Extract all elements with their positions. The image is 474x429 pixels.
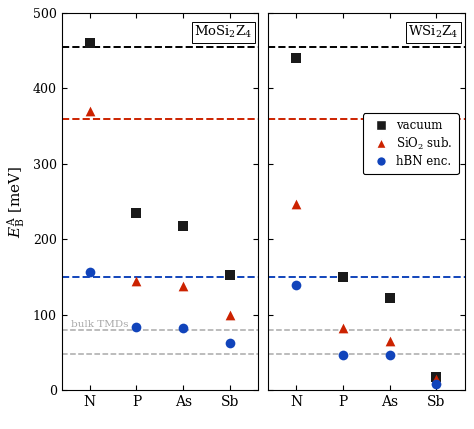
Text: MoSi$_2$Z$_4$: MoSi$_2$Z$_4$ [194,24,252,40]
Point [86,269,93,275]
Point [386,338,393,345]
Point [226,311,234,318]
Point [433,376,440,383]
Point [292,281,300,288]
Y-axis label: $E_\mathrm{B}^\mathrm{A}$ [meV]: $E_\mathrm{B}^\mathrm{A}$ [meV] [5,166,27,238]
Point [86,108,93,115]
Point [339,274,346,281]
Text: bulk TMDs: bulk TMDs [72,320,129,329]
Point [433,373,440,380]
Point [292,55,300,62]
Point [386,294,393,301]
Point [226,272,234,278]
Point [133,209,140,216]
Point [339,325,346,332]
Point [433,381,440,388]
Point [180,324,187,331]
Point [86,39,93,46]
Point [180,283,187,290]
Legend: vacuum, SiO$_2$ sub., hBN enc.: vacuum, SiO$_2$ sub., hBN enc. [363,113,459,174]
Point [226,339,234,346]
Text: WSi$_2$Z$_4$: WSi$_2$Z$_4$ [409,24,459,40]
Point [339,351,346,358]
Point [133,323,140,330]
Point [133,278,140,284]
Point [386,351,393,358]
Point [292,200,300,207]
Point [180,222,187,229]
